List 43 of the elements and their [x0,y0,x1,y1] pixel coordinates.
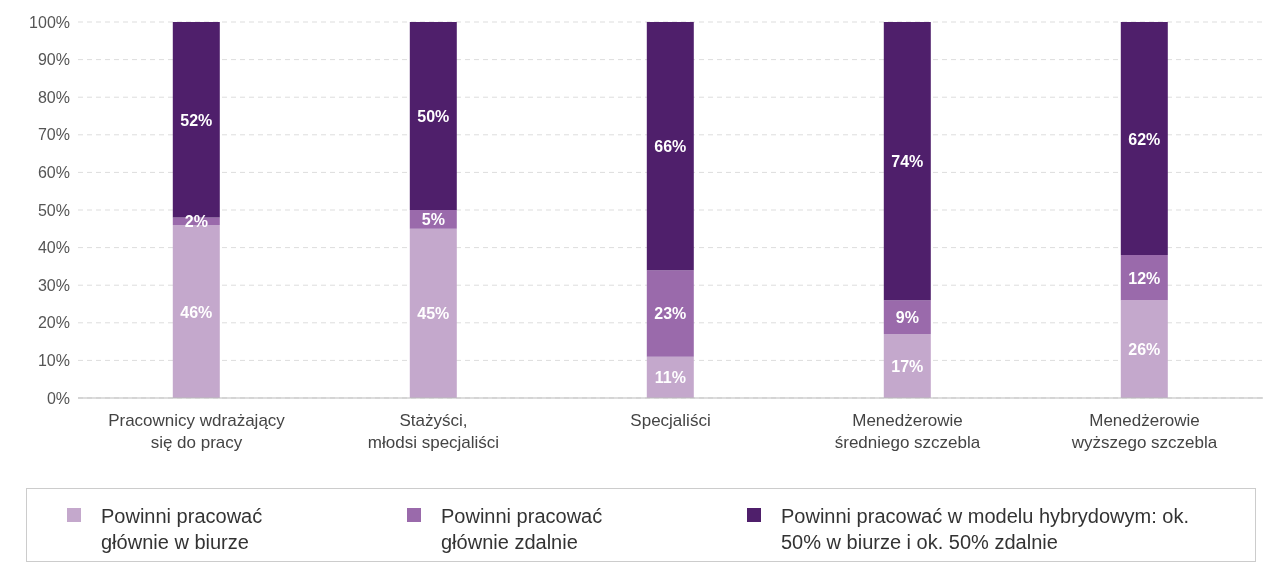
data-label: 23% [654,305,687,323]
x-tick-label: Pracownicy wdrażający się do pracy [108,411,286,452]
y-tick-label: 100% [29,13,70,31]
data-label: 50% [417,108,450,125]
legend-label: Powinni pracować głównie w biurze [101,504,264,555]
x-tick-label: Menedżerowie wyższego szczebla [1070,411,1218,452]
data-label: 12% [1128,269,1161,287]
legend-label: Powinni pracować głównie zdalnie [441,504,604,555]
data-label: 26% [1128,341,1161,359]
bar [1120,300,1168,398]
y-tick-label: 50% [37,201,70,219]
y-tick-label: 30% [37,276,70,294]
data-label: 52% [180,111,213,129]
data-label: 66% [654,138,687,156]
data-label: 2% [184,213,208,231]
y-tick-label: 70% [37,126,70,144]
bar [1120,22,1168,256]
legend-label: Powinni pracować w modelu hybrydowym: ok. 50% w biurze i ok. 50% zdalnie [781,504,1190,555]
data-label: 74% [891,153,924,171]
bar [409,228,457,398]
data-label: 9% [895,309,919,327]
y-tick-label: 0% [46,389,70,407]
data-label: 62% [1128,130,1161,148]
y-tick-label: 40% [37,239,70,257]
x-tick-label: Stażyści, młodsi specjaliści [367,411,500,452]
data-label: 17% [891,358,924,376]
bar [883,334,931,398]
data-label: 11% [654,369,686,387]
bar [883,22,931,301]
bar [409,22,457,210]
x-tick-label: Specjaliści [630,411,711,430]
bar [646,22,694,271]
data-label: 45% [417,305,450,323]
data-label: 5% [421,211,445,229]
data-label: 46% [180,303,213,321]
y-tick-label: 20% [37,314,70,332]
bar [172,225,220,398]
y-tick-label: 80% [37,88,70,106]
y-tick-label: 10% [37,352,70,370]
bar [646,270,694,357]
y-tick-label: 90% [37,51,70,69]
y-tick-label: 60% [37,164,70,182]
x-tick-label: Menedżerowie średniego szczebla [834,411,981,452]
